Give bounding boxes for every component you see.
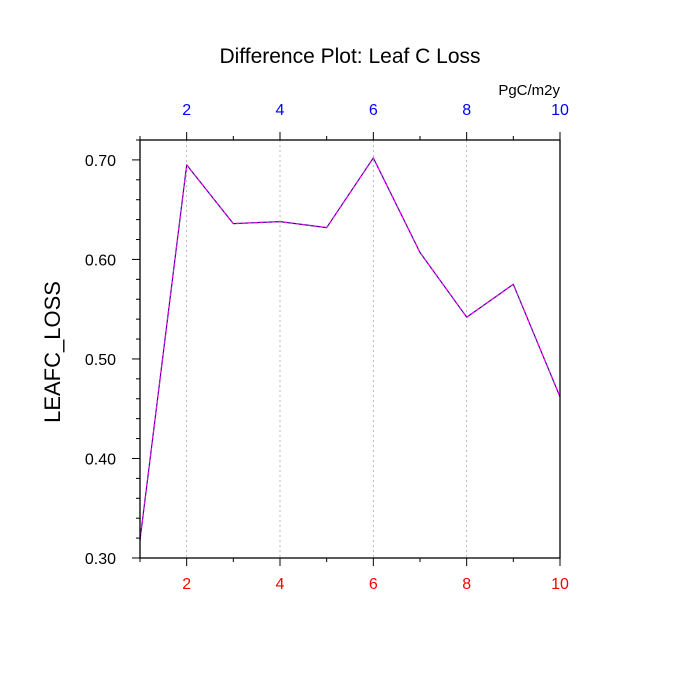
series-line [139,157,561,541]
y-axis-label: LEAFC_LOSS [40,281,65,423]
x-tick-label-bottom: 6 [369,576,378,593]
x-tick-label-top: 2 [182,102,191,119]
axis-ticks [132,132,561,566]
y-tick-label: 0.40 [85,451,116,468]
y-tick-label: 0.30 [85,551,116,568]
y-tick-label: 0.60 [85,252,116,269]
x-tick-label-top: 10 [551,102,569,119]
tick-labels: 2 2 4 4 6 6 8 8 10 10 0.30 0.40 0.50 0.60 0.70 [85,102,569,593]
chart-title: Difference Plot: Leaf C Loss [219,45,480,68]
x-tick-label-top: 4 [276,102,285,119]
series-line-dash [139,157,561,541]
y-tick-label: 0.70 [85,153,116,170]
y-tick-label: 0.50 [85,352,116,369]
grid-lines [186,140,561,558]
units-label: PgC/m2y [498,82,560,99]
x-tick-label-top: 8 [462,102,471,119]
x-tick-label-bottom: 4 [276,576,285,593]
series-layer [139,157,561,541]
x-tick-label-bottom: 10 [551,576,569,593]
x-tick-label-bottom: 2 [182,576,191,593]
x-tick-label-top: 6 [369,102,378,119]
x-tick-label-bottom: 8 [462,576,471,593]
plot-frame [139,139,561,559]
